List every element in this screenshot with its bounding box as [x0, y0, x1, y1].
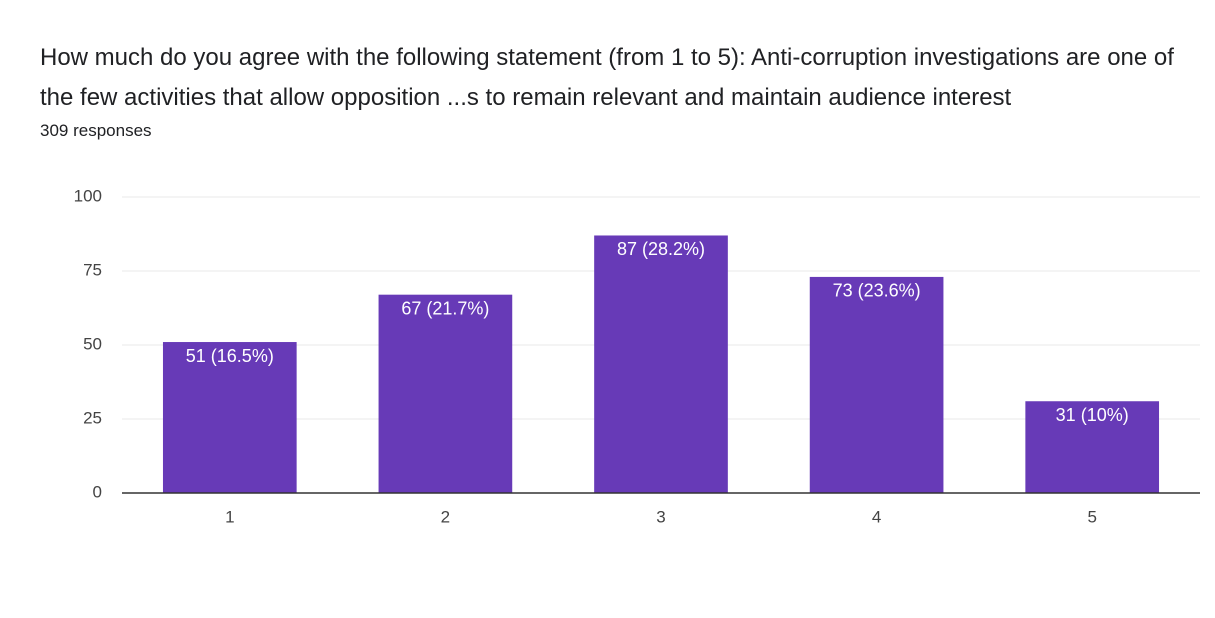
- y-tick-label: 100: [74, 186, 102, 205]
- value-label: 51 (16.5%): [186, 346, 274, 366]
- bar: [1025, 401, 1160, 493]
- bar: [594, 235, 728, 494]
- bar: [378, 294, 513, 493]
- x-tick-label: 5: [1087, 507, 1096, 526]
- value-label: 67 (21.7%): [401, 298, 489, 318]
- x-tick-label: 4: [872, 507, 881, 526]
- x-tick-label: 2: [441, 507, 450, 526]
- value-label: 73 (23.6%): [833, 281, 921, 301]
- bar: [162, 342, 297, 493]
- y-tick-label: 25: [83, 408, 102, 427]
- x-tick-label: 3: [656, 507, 665, 526]
- y-tick-label: 0: [93, 482, 102, 501]
- x-tick-label: 1: [225, 507, 234, 526]
- bar: [809, 276, 944, 493]
- value-label: 87 (28.2%): [617, 239, 705, 259]
- chart-subtitle: 309 responses: [40, 121, 152, 140]
- value-label: 31 (10%): [1056, 405, 1129, 425]
- y-tick-label: 50: [83, 334, 102, 353]
- chart-title: How much do you agree with the following…: [40, 44, 1174, 111]
- y-tick-label: 75: [83, 260, 102, 279]
